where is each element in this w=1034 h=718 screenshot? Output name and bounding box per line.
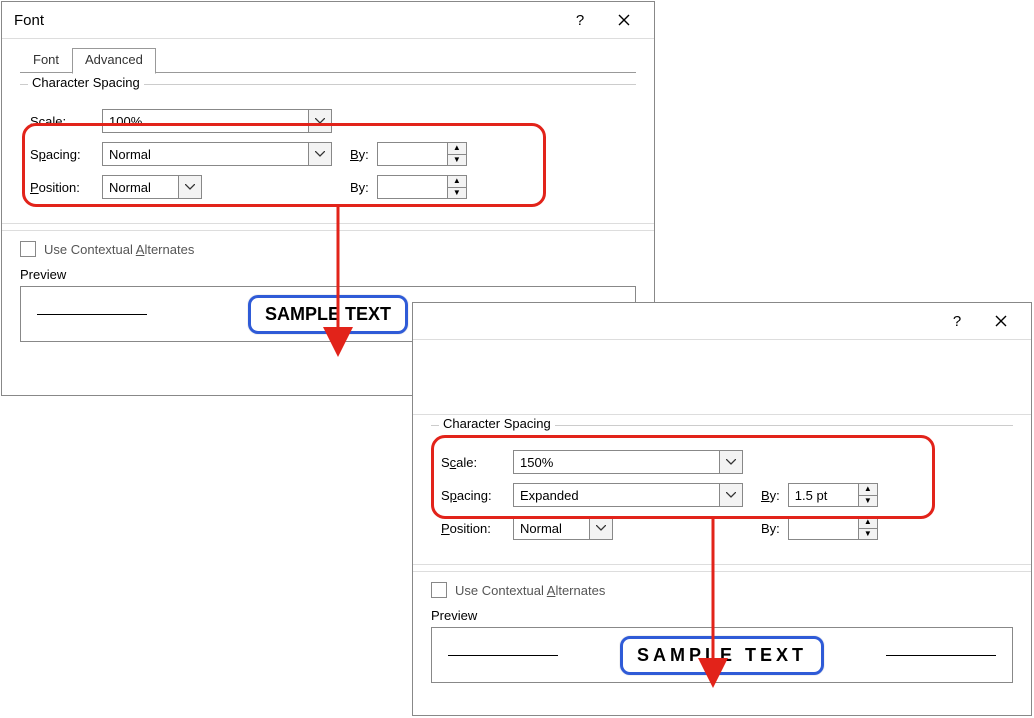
position-row: Position: Normal By: ▲ ▼ — [441, 513, 1003, 543]
titlebar: ? — [413, 303, 1031, 340]
preview-box: SAMPLE TEXT — [431, 627, 1013, 683]
spin-up-icon[interactable]: ▲ — [859, 517, 877, 529]
preview-rule-left — [448, 655, 558, 656]
dialog-title: Font — [10, 12, 558, 29]
section-break — [2, 223, 654, 231]
spinner-buttons[interactable]: ▲ ▼ — [858, 484, 877, 506]
contextual-alternates-row[interactable]: Use Contextual Alternates — [431, 582, 1013, 598]
chevron-down-icon — [308, 143, 331, 165]
spinner-buttons[interactable]: ▲ ▼ — [447, 143, 466, 165]
position-value: Normal — [103, 180, 178, 195]
scale-row: Scale: 150% — [441, 447, 1003, 477]
preview-rule-left — [37, 314, 147, 315]
hidden-upper-area — [413, 340, 1031, 415]
close-button[interactable] — [979, 306, 1023, 336]
spacing-value: Expanded — [514, 488, 719, 503]
section-break — [413, 564, 1031, 572]
group-legend: Character Spacing — [439, 416, 555, 431]
preview-rule-right — [886, 655, 996, 656]
spacing-label: Spacing: — [30, 147, 102, 162]
position-label: Position: — [30, 180, 102, 195]
spacing-combo[interactable]: Normal — [102, 142, 332, 166]
by-value — [378, 143, 447, 165]
tab-advanced[interactable]: Advanced — [72, 48, 156, 74]
spin-up-icon[interactable]: ▲ — [448, 143, 466, 155]
spacing-row: Spacing: Normal By: ▲ ▼ — [30, 139, 626, 169]
group-legend: Character Spacing — [28, 75, 144, 90]
chevron-down-icon — [308, 110, 331, 132]
by-value: 1.5 pt — [789, 484, 858, 506]
position-combo[interactable]: Normal — [513, 516, 613, 540]
position-combo[interactable]: Normal — [102, 175, 202, 199]
sample-text-badge: SAMPLE TEXT — [248, 295, 408, 334]
checkbox-icon[interactable] — [20, 241, 36, 257]
chevron-down-icon — [178, 176, 201, 198]
by2-label: By: — [350, 180, 369, 195]
close-icon — [618, 14, 630, 26]
character-spacing-group: Character Spacing Scale: 100% Spacing: N… — [20, 84, 636, 211]
spacing-label: Spacing: — [441, 488, 513, 503]
chevron-down-icon — [719, 484, 742, 506]
close-button[interactable] — [602, 5, 646, 35]
scale-combo[interactable]: 100% — [102, 109, 332, 133]
titlebar: Font ? — [2, 2, 654, 39]
spinner-buttons[interactable]: ▲ ▼ — [858, 517, 877, 539]
by-label: By: — [350, 147, 369, 162]
by2-label: By: — [761, 521, 780, 536]
scale-value: 150% — [514, 455, 719, 470]
preview-label: Preview — [431, 608, 1013, 623]
spacing-row: Spacing: Expanded By: 1.5 pt ▲ ▼ — [441, 480, 1003, 510]
chevron-down-icon — [719, 451, 742, 473]
scale-value: 100% — [103, 114, 308, 129]
help-button[interactable]: ? — [935, 306, 979, 336]
sample-text-badge: SAMPLE TEXT — [620, 636, 824, 675]
by-spinner[interactable]: ▲ ▼ — [377, 142, 467, 166]
by-label: By: — [761, 488, 780, 503]
spin-down-icon[interactable]: ▼ — [859, 529, 877, 540]
scale-label: Scale: — [441, 455, 513, 470]
spacing-value: Normal — [103, 147, 308, 162]
font-dialog-after: ? Character Spacing Scale: 150% Spacing: — [412, 302, 1032, 716]
close-icon — [995, 315, 1007, 327]
character-spacing-group: Character Spacing Scale: 150% Spacing: E… — [431, 425, 1013, 552]
by2-spinner[interactable]: ▲ ▼ — [788, 516, 878, 540]
preview-label: Preview — [20, 267, 636, 282]
contextual-alternates-row[interactable]: Use Contextual Alternates — [20, 241, 636, 257]
tab-font[interactable]: Font — [20, 48, 72, 74]
tab-row: Font Advanced — [20, 47, 654, 73]
position-label: Position: — [441, 521, 513, 536]
by2-value — [789, 517, 858, 539]
help-button[interactable]: ? — [558, 5, 602, 35]
checkbox-icon[interactable] — [431, 582, 447, 598]
spin-down-icon[interactable]: ▼ — [448, 155, 466, 166]
by-spinner[interactable]: 1.5 pt ▲ ▼ — [788, 483, 878, 507]
contextual-alternates-label: Use Contextual Alternates — [455, 583, 605, 598]
scale-row: Scale: 100% — [30, 106, 626, 136]
spinner-buttons[interactable]: ▲ ▼ — [447, 176, 466, 198]
scale-combo[interactable]: 150% — [513, 450, 743, 474]
dialog-client: Character Spacing Scale: 150% Spacing: E… — [413, 340, 1031, 683]
dialog-client: Font Advanced Character Spacing Scale: 1… — [2, 47, 654, 342]
position-value: Normal — [514, 521, 589, 536]
spin-up-icon[interactable]: ▲ — [859, 484, 877, 496]
spacing-combo[interactable]: Expanded — [513, 483, 743, 507]
chevron-down-icon — [589, 517, 612, 539]
spin-down-icon[interactable]: ▼ — [859, 496, 877, 507]
by2-value — [378, 176, 447, 198]
scale-label: Scale: — [30, 114, 102, 129]
position-row: Position: Normal By: ▲ ▼ — [30, 172, 626, 202]
contextual-alternates-label: Use Contextual Alternates — [44, 242, 194, 257]
by2-spinner[interactable]: ▲ ▼ — [377, 175, 467, 199]
spin-up-icon[interactable]: ▲ — [448, 176, 466, 188]
spin-down-icon[interactable]: ▼ — [448, 188, 466, 199]
